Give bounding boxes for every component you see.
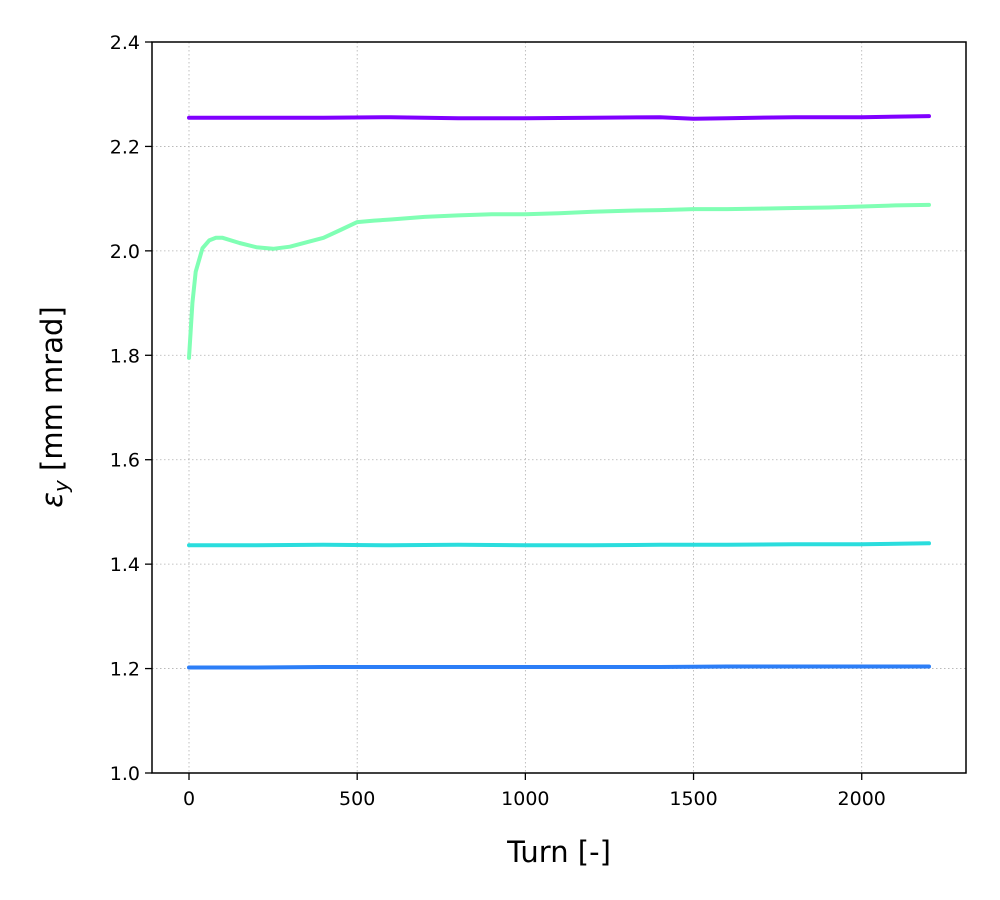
x-tick-label: 0 — [183, 788, 195, 810]
y-tick-label: 1.8 — [110, 345, 140, 367]
y-tick-label: 1.4 — [110, 554, 140, 576]
x-tick-label: 1000 — [501, 788, 549, 810]
x-tick-label: 2000 — [838, 788, 886, 810]
series-line-4 — [187, 664, 931, 670]
x-tick-label: 1500 — [669, 788, 717, 810]
y-tick-label: 1.2 — [110, 659, 140, 681]
y-axis-label-unit: [mm mrad] — [35, 306, 69, 480]
series-line-3 — [187, 541, 931, 548]
x-axis-label: Turn [-] — [506, 835, 611, 869]
grid-layer — [152, 42, 966, 773]
y-tick-label: 2.0 — [110, 241, 140, 263]
series-layer — [187, 114, 931, 670]
series-line-2 — [187, 202, 931, 360]
tick-layer: 0 500 1000 1500 2000 1.0 1.2 1.4 1.6 1.8 2.0 2.2 2.4 — [110, 32, 886, 810]
y-tick-label: 2.2 — [110, 136, 140, 158]
plot-frame — [151, 41, 967, 774]
y-tick-label: 1.0 — [110, 763, 140, 785]
series-line-1 — [187, 114, 931, 121]
y-axis-label-subscript: y — [49, 479, 73, 493]
y-axis-label: εy [mm mrad] — [35, 306, 73, 507]
y-tick-label: 2.4 — [110, 32, 140, 54]
y-axis-label-symbol: ε — [35, 492, 69, 508]
y-tick-label: 1.6 — [110, 450, 140, 472]
x-tick-label: 500 — [339, 788, 375, 810]
